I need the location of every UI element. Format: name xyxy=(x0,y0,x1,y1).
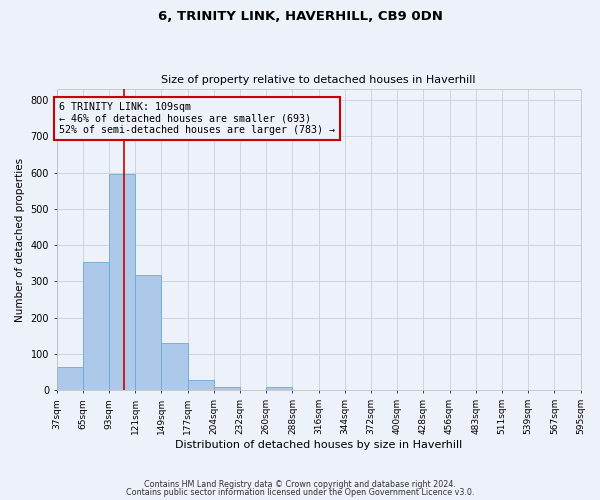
Text: 6 TRINITY LINK: 109sqm
← 46% of detached houses are smaller (693)
52% of semi-de: 6 TRINITY LINK: 109sqm ← 46% of detached… xyxy=(59,102,335,135)
Text: 6, TRINITY LINK, HAVERHILL, CB9 0DN: 6, TRINITY LINK, HAVERHILL, CB9 0DN xyxy=(158,10,442,23)
Text: Contains HM Land Registry data © Crown copyright and database right 2024.: Contains HM Land Registry data © Crown c… xyxy=(144,480,456,489)
Bar xyxy=(56,367,83,390)
Bar xyxy=(109,174,135,390)
Bar xyxy=(188,380,214,390)
Text: Contains public sector information licensed under the Open Government Licence v3: Contains public sector information licen… xyxy=(126,488,474,497)
Bar xyxy=(214,387,240,390)
Bar xyxy=(135,275,161,390)
Title: Size of property relative to detached houses in Haverhill: Size of property relative to detached ho… xyxy=(161,76,476,86)
Y-axis label: Number of detached properties: Number of detached properties xyxy=(15,158,25,322)
Bar xyxy=(83,262,109,390)
Bar xyxy=(161,343,188,390)
X-axis label: Distribution of detached houses by size in Haverhill: Distribution of detached houses by size … xyxy=(175,440,462,450)
Bar xyxy=(266,387,292,390)
